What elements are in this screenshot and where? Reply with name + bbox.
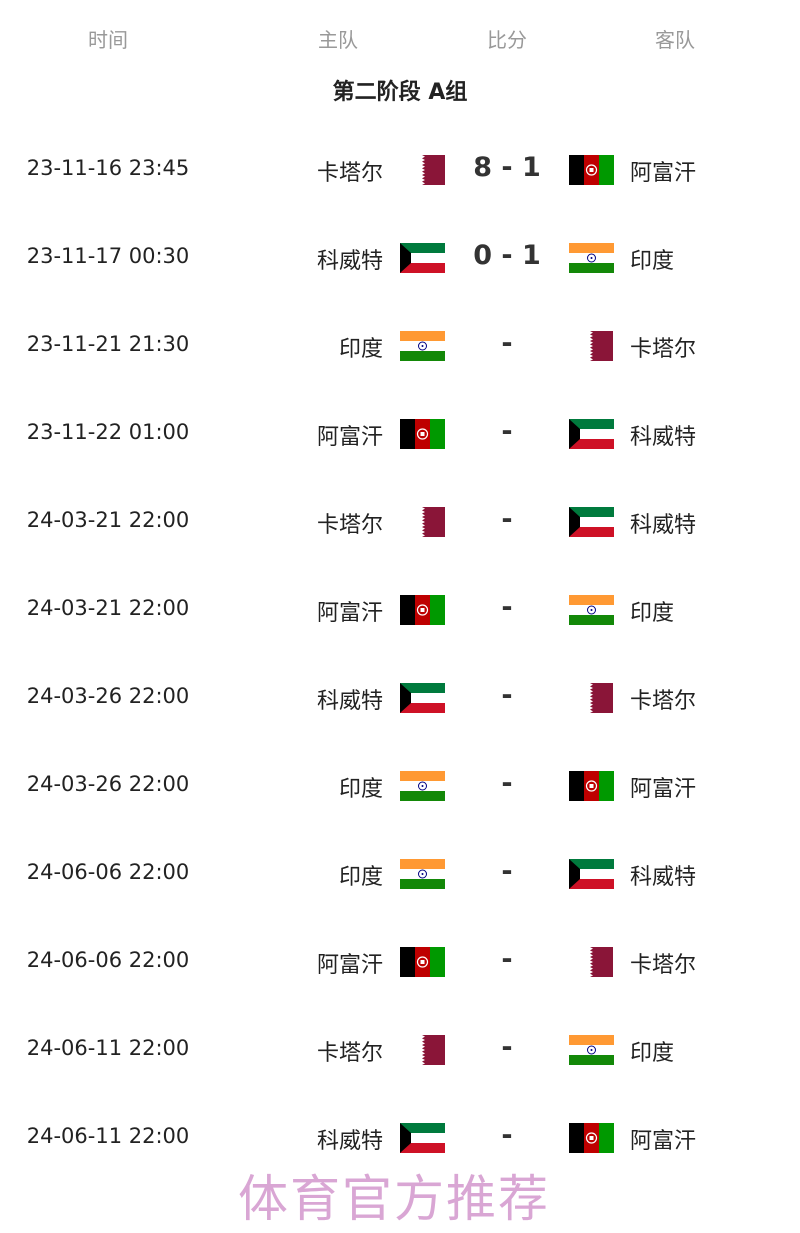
header-score: 比分: [487, 28, 527, 52]
afghanistan-flag-icon: [400, 947, 445, 977]
match-score: -: [501, 416, 513, 447]
match-row[interactable]: 24-03-26 22:00 印度 - 阿富汗: [0, 766, 800, 806]
afghanistan-flag-icon: [569, 771, 614, 801]
qatar-flag-icon: [415, 155, 445, 185]
afghanistan-flag-icon: [400, 419, 445, 449]
home-team-name: 卡塔尔: [316, 513, 383, 538]
match-row[interactable]: 23-11-22 01:00 阿富汗 - 科威特: [0, 414, 800, 454]
match-score: -: [501, 592, 513, 623]
match-score: -: [501, 1032, 513, 1063]
india-flag-icon: [400, 859, 445, 889]
home-team-name: 卡塔尔: [316, 161, 383, 186]
match-row[interactable]: 24-03-26 22:00 科威特 - 卡塔尔: [0, 678, 800, 718]
home-team-name: 卡塔尔: [316, 1041, 383, 1066]
qatar-flag-icon: [583, 331, 613, 361]
match-time: 24-03-21 22:00: [26, 596, 190, 620]
qatar-flag-icon: [415, 507, 445, 537]
kuwait-flag-icon: [400, 683, 445, 713]
match-row[interactable]: 24-06-11 22:00 卡塔尔 - 印度: [0, 1030, 800, 1070]
match-score: -: [501, 328, 513, 359]
away-team-name: 阿富汗: [630, 777, 697, 802]
match-score: -: [501, 1120, 513, 1151]
away-team-name: 印度: [630, 249, 675, 274]
match-time: 24-03-26 22:00: [26, 772, 190, 796]
match-time: 24-06-11 22:00: [26, 1124, 190, 1148]
home-team-name: 印度: [338, 337, 383, 362]
india-flag-icon: [569, 595, 614, 625]
away-team-name: 阿富汗: [630, 1129, 697, 1154]
match-score: -: [501, 856, 513, 887]
home-team-name: 科威特: [316, 689, 383, 714]
kuwait-flag-icon: [400, 1123, 445, 1153]
match-row[interactable]: 24-06-11 22:00 科威特 - 阿富汗: [0, 1118, 800, 1158]
match-row[interactable]: 23-11-21 21:30 印度 - 卡塔尔: [0, 326, 800, 366]
away-team-name: 印度: [630, 601, 675, 626]
match-score: -: [501, 768, 513, 799]
match-time: 24-06-06 22:00: [26, 860, 190, 884]
afghanistan-flag-icon: [400, 595, 445, 625]
away-team-name: 科威特: [630, 425, 697, 450]
match-row[interactable]: 24-03-21 22:00 阿富汗 - 印度: [0, 590, 800, 630]
group-title: 第二阶段 A组: [332, 80, 468, 105]
watermark: 体育官方推荐: [238, 1170, 550, 1228]
home-team-name: 科威特: [316, 1129, 383, 1154]
match-score: -: [501, 680, 513, 711]
away-team-name: 阿富汗: [630, 161, 697, 186]
qatar-flag-icon: [583, 683, 613, 713]
match-time: 23-11-21 21:30: [26, 332, 190, 356]
match-time: 24-06-11 22:00: [26, 1036, 190, 1060]
match-score: -: [501, 504, 513, 535]
header-away: 客队: [655, 28, 695, 52]
match-row[interactable]: 24-06-06 22:00 印度 - 科威特: [0, 854, 800, 894]
kuwait-flag-icon: [569, 859, 614, 889]
qatar-flag-icon: [415, 1035, 445, 1065]
match-time: 23-11-17 00:30: [26, 244, 190, 268]
afghanistan-flag-icon: [569, 1123, 614, 1153]
match-row[interactable]: 23-11-17 00:30 科威特 0 - 1 印度: [0, 238, 800, 278]
kuwait-flag-icon: [569, 419, 614, 449]
afghanistan-flag-icon: [569, 155, 614, 185]
india-flag-icon: [569, 243, 614, 273]
away-team-name: 卡塔尔: [630, 689, 697, 714]
match-time: 24-03-26 22:00: [26, 684, 190, 708]
header-home: 主队: [318, 28, 358, 52]
home-team-name: 阿富汗: [316, 425, 383, 450]
match-score: 8 - 1: [473, 152, 541, 183]
away-team-name: 科威特: [630, 513, 697, 538]
match-time: 23-11-16 23:45: [26, 156, 190, 180]
away-team-name: 卡塔尔: [630, 953, 697, 978]
match-row[interactable]: 24-06-06 22:00 阿富汗 - 卡塔尔: [0, 942, 800, 982]
match-row[interactable]: 24-03-21 22:00 卡塔尔 - 科威特: [0, 502, 800, 542]
match-row[interactable]: 23-11-16 23:45 卡塔尔 8 - 1 阿富汗: [0, 150, 800, 190]
home-team-name: 阿富汗: [316, 953, 383, 978]
india-flag-icon: [400, 771, 445, 801]
away-team-name: 卡塔尔: [630, 337, 697, 362]
india-flag-icon: [400, 331, 445, 361]
india-flag-icon: [569, 1035, 614, 1065]
home-team-name: 阿富汗: [316, 601, 383, 626]
kuwait-flag-icon: [569, 507, 614, 537]
away-team-name: 印度: [630, 1041, 675, 1066]
home-team-name: 印度: [338, 777, 383, 802]
match-time: 24-03-21 22:00: [26, 508, 190, 532]
home-team-name: 科威特: [316, 249, 383, 274]
kuwait-flag-icon: [400, 243, 445, 273]
match-score: 0 - 1: [473, 240, 541, 271]
header-time: 时间: [88, 28, 128, 52]
qatar-flag-icon: [583, 947, 613, 977]
match-time: 24-06-06 22:00: [26, 948, 190, 972]
match-time: 23-11-22 01:00: [26, 420, 190, 444]
away-team-name: 科威特: [630, 865, 697, 890]
home-team-name: 印度: [338, 865, 383, 890]
match-score: -: [501, 944, 513, 975]
